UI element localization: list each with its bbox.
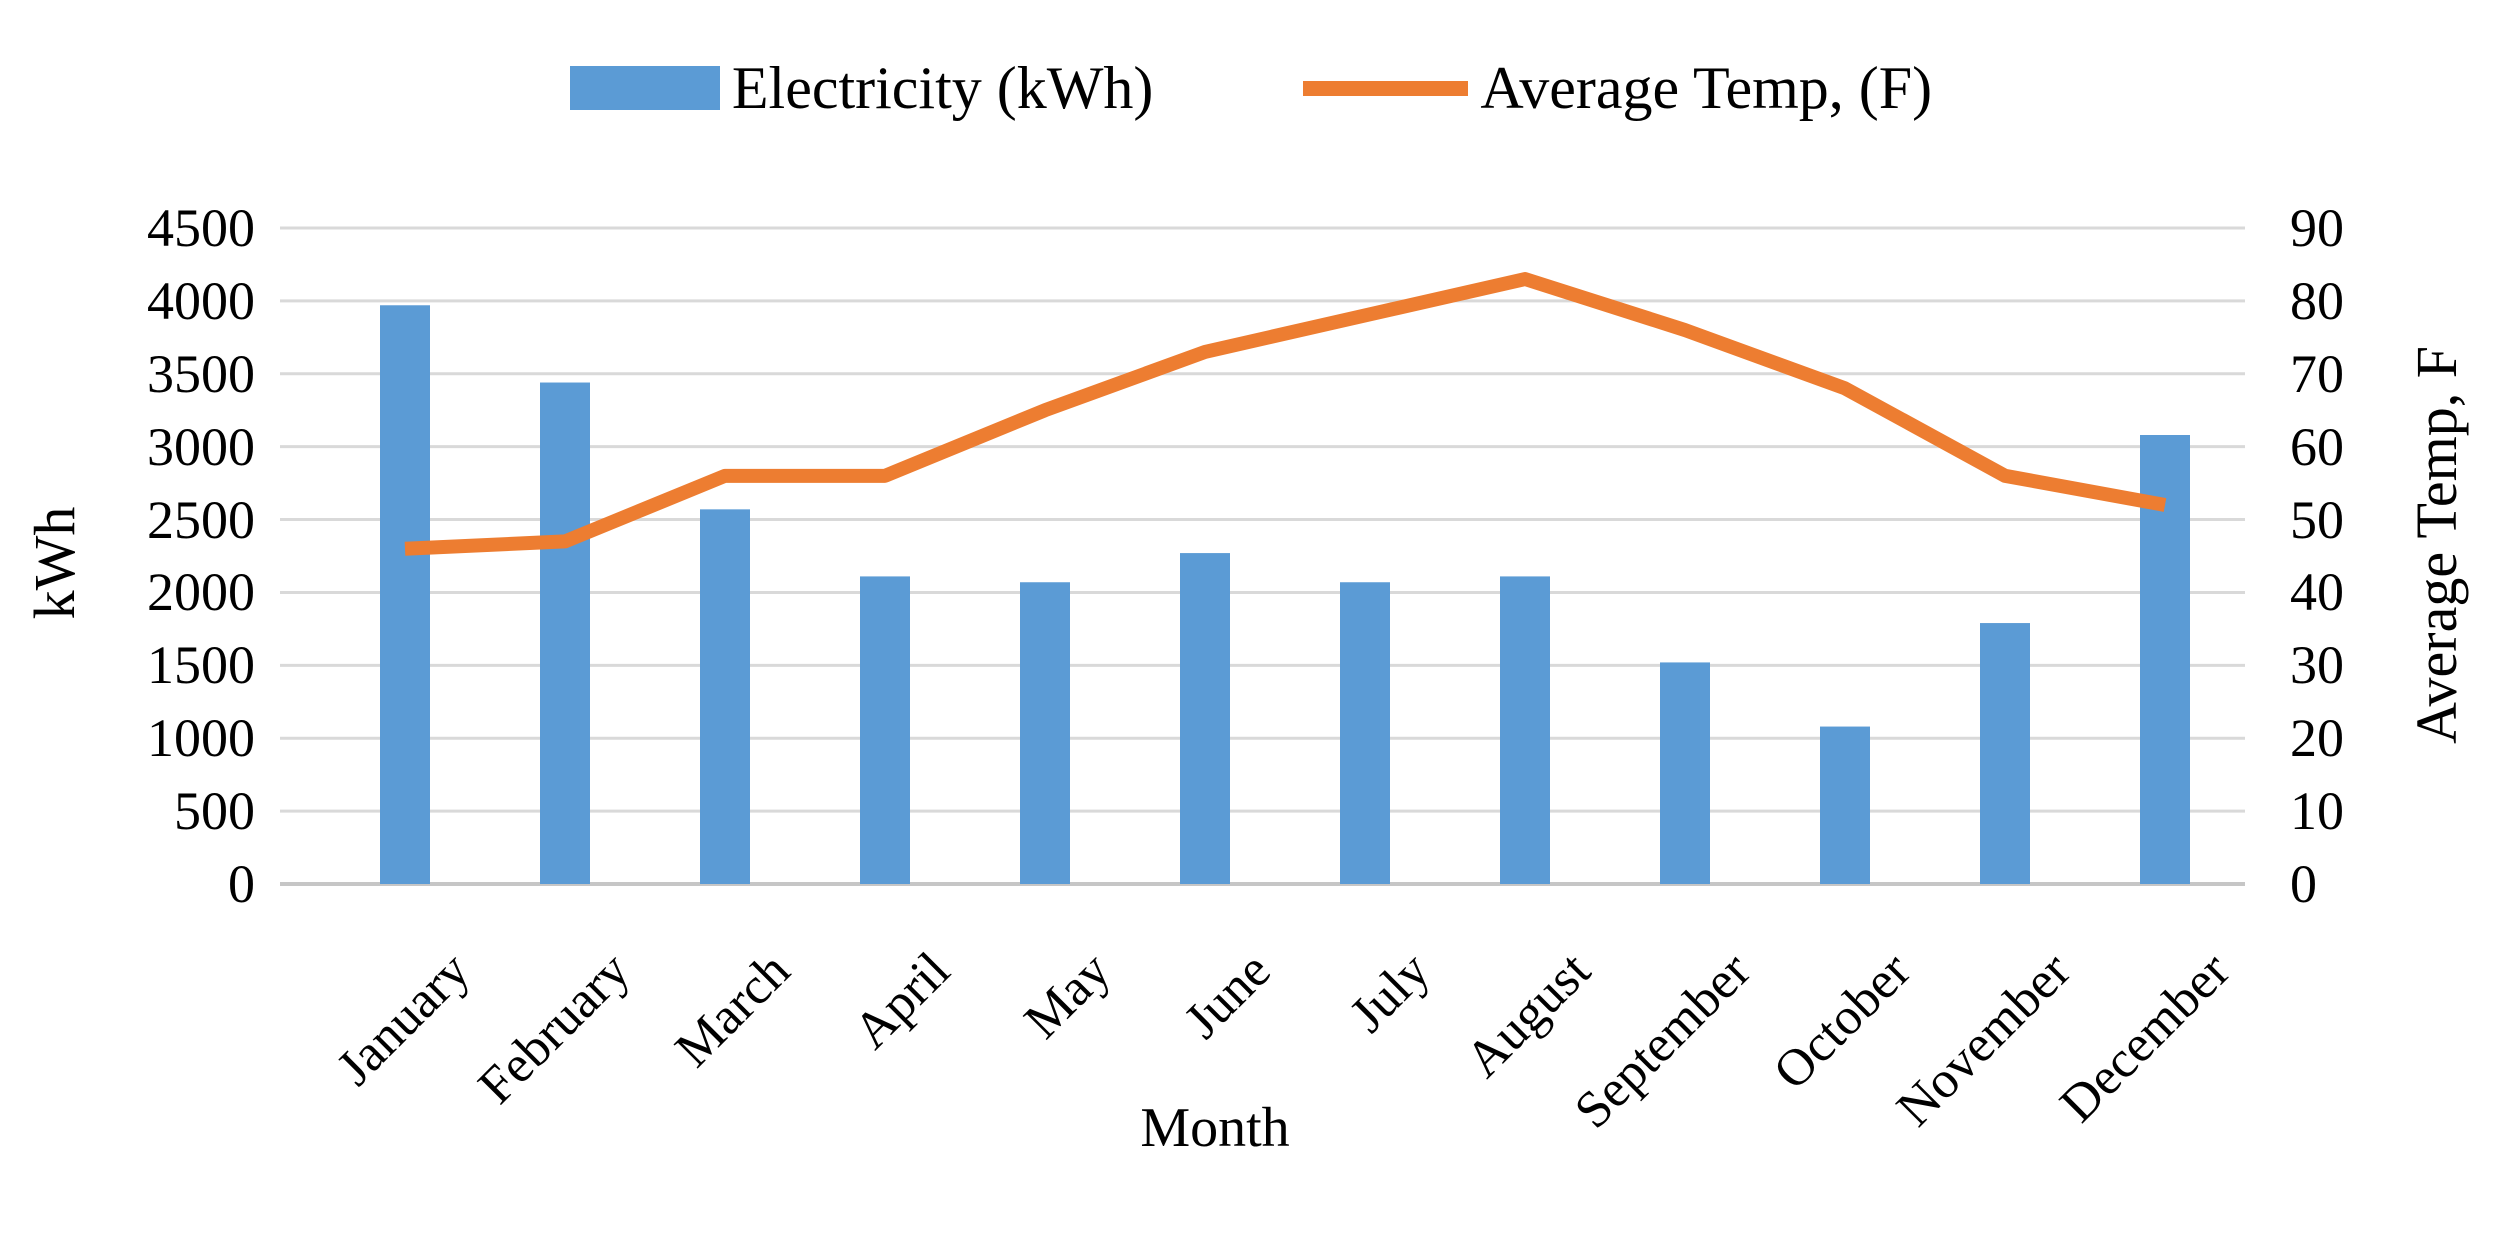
left-axis-tick-4500: 4500 [147,198,255,258]
x-axis-title: Month [1140,1097,1290,1159]
bar-september[interactable] [1660,662,1710,884]
left-axis-tick-3000: 3000 [147,416,255,477]
legend-label-average-temp: Average Temp, (F) [1480,55,1933,121]
bar-july[interactable] [1340,582,1390,884]
left-axis-tick-1000: 1000 [147,708,255,769]
bar-march[interactable] [700,509,750,884]
left-axis-tick-2000: 2000 [147,562,255,623]
bar-april[interactable] [860,576,910,884]
left-axis-tick-2500: 2500 [147,489,255,550]
legend-item-electricity[interactable]: Electricity (kWh) [569,55,1154,121]
left-axis-tick-1500: 1500 [147,635,255,696]
left-axis-tick-3500: 3500 [147,343,255,404]
left-axis-tick-4000: 4000 [147,270,255,331]
right-axis-tick-80: 80 [2290,270,2344,331]
bar-may[interactable] [1020,582,1070,884]
bar-june[interactable] [1180,553,1230,884]
legend-label-electricity: Electricity (kWh) [731,55,1154,121]
left-axis-tick-500: 500 [174,781,255,842]
bar-february[interactable] [540,382,590,884]
right-axis-tick-70: 70 [2290,343,2344,404]
bar-december[interactable] [2140,435,2190,884]
bar-august[interactable] [1500,576,1550,884]
left-axis-tick-0: 0 [228,854,255,914]
electricity-bar-swatch-icon [569,66,720,110]
legend-item-average-temp[interactable]: Average Temp, (F) [1303,58,1932,118]
right-axis-tick-30: 30 [2290,635,2344,696]
right-axis-tick-0: 0 [2290,854,2317,914]
average-temp-line-swatch-icon [1303,80,1469,96]
right-axis-tick-90: 90 [2290,198,2344,258]
legend: Electricity (kWh) Average Temp, (F) [0,58,2502,118]
right-axis-tick-50: 50 [2290,489,2344,550]
right-axis-tick-40: 40 [2290,562,2344,623]
bar-january[interactable] [380,305,430,884]
bar-october[interactable] [1820,726,1870,884]
right-axis-tick-10: 10 [2290,781,2344,842]
right-axis-tick-60: 60 [2290,416,2344,477]
bar-november[interactable] [1980,623,2030,884]
right-axis-tick-20: 20 [2290,708,2344,769]
average-temp-line[interactable] [404,272,2167,556]
